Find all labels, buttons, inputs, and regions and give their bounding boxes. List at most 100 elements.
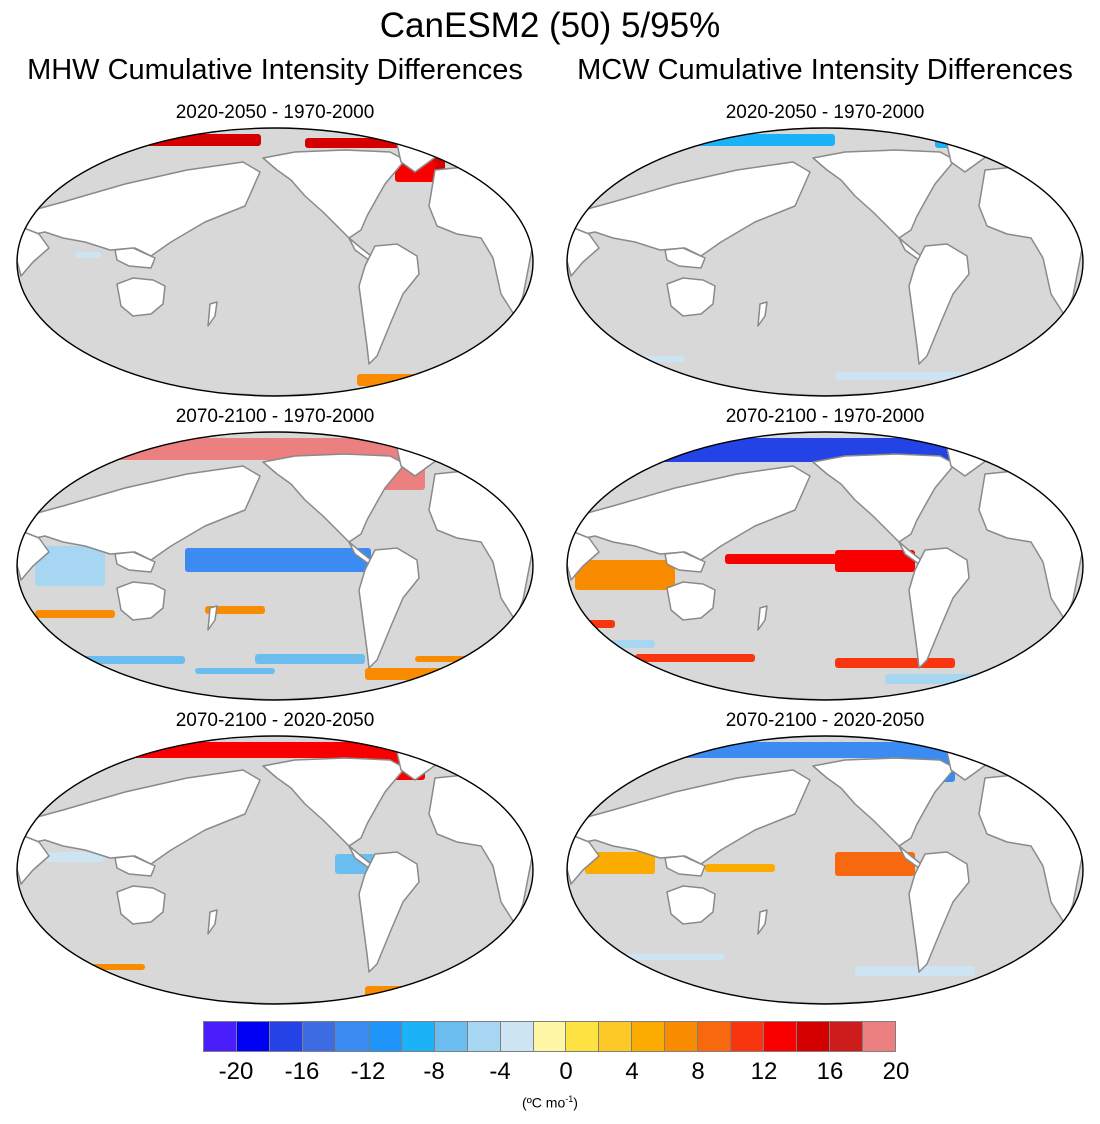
north-america-landmass (812, 757, 956, 847)
map (16, 127, 534, 397)
africa-landmass (567, 529, 600, 581)
colorbar-swatch (434, 1022, 468, 1051)
anomaly-patch (635, 742, 955, 758)
anomaly-patch (835, 372, 975, 380)
maritime-continent-landmass (114, 247, 156, 269)
anomaly-patch (665, 134, 835, 146)
maritime-continent-landmass (114, 551, 156, 573)
colorbar-tick-label: 16 (816, 1058, 844, 1085)
colorbar-swatch (698, 1022, 732, 1051)
anomaly-patch (205, 606, 265, 614)
colorbar-units: (ºC mo-1) (522, 1094, 578, 1111)
north-america-landmass (262, 453, 406, 543)
colorbar-tick-label: -8 (423, 1058, 445, 1085)
new-zealand-landmass (757, 605, 768, 631)
australia-landmass (116, 885, 166, 925)
south-america-landmass (358, 547, 420, 669)
anomaly-patch (855, 966, 975, 976)
map-panel: 2020-2050 - 1970-2000 (555, 102, 1095, 398)
colorbar-tick-label: 4 (625, 1058, 639, 1085)
maritime-continent-landmass (664, 855, 706, 877)
anomaly-patch (101, 134, 261, 146)
anomaly-patch (35, 546, 105, 586)
south-america-landmass (358, 851, 420, 973)
australia-landmass (116, 581, 166, 621)
africa-landmass (17, 225, 50, 277)
anomaly-patch (835, 550, 915, 572)
map-border (16, 735, 534, 1005)
colorbar-swatch (236, 1022, 270, 1051)
anomaly-patch (885, 674, 1005, 684)
colorbar-tick-label: -16 (284, 1058, 320, 1085)
colorbar-swatch (302, 1022, 336, 1051)
anomaly-patch (705, 864, 775, 872)
colorbar-ticks: -20 -16 -12 -8 -4 0 4 8 12 16 20 (203, 1058, 910, 1086)
anomaly-patch (415, 656, 475, 662)
map-border (16, 127, 534, 397)
colorbar-swatch (731, 1022, 765, 1051)
map (16, 735, 534, 1005)
colorbar-tick-label: 20 (882, 1058, 910, 1085)
colorbar-swatch (764, 1022, 798, 1051)
map-panel: 2070-2100 - 1970-2000 (5, 406, 545, 702)
anomaly-patch (35, 610, 115, 618)
south-america-landmass (358, 243, 420, 365)
eurasia-landmass (568, 465, 811, 561)
new-zealand-landmass (207, 605, 218, 631)
colorbar-swatch (830, 1022, 864, 1051)
colorbar-swatch (467, 1022, 501, 1051)
colorbar-tick-label: 12 (750, 1058, 778, 1085)
anomaly-patch (45, 852, 105, 862)
anomaly-patch (835, 852, 915, 876)
colorbar-swatch (401, 1022, 435, 1051)
anomaly-patch (615, 136, 655, 146)
map-border (16, 431, 534, 701)
colorbar-tick-label: 8 (691, 1058, 705, 1085)
anomaly-patch (305, 138, 405, 148)
anomaly-patch (595, 640, 655, 648)
panel-title: 2070-2100 - 1970-2000 (175, 406, 375, 427)
eurasia-landmass (568, 769, 811, 865)
north-america-landmass (262, 757, 406, 847)
colorbar-swatch (533, 1022, 567, 1051)
colorbar-swatch (632, 1022, 666, 1051)
anomaly-patch (35, 964, 145, 970)
map-panel: 2020-2050 - 1970-2000 (5, 102, 545, 398)
australia-landmass (666, 581, 716, 621)
new-zealand-landmass (207, 909, 218, 935)
anomaly-patch (585, 852, 655, 874)
maritime-continent-landmass (664, 551, 706, 573)
map (16, 431, 534, 701)
colorbar-swatch (797, 1022, 831, 1051)
australia-landmass (116, 277, 166, 317)
panel-title: 2070-2100 - 2020-2050 (725, 710, 925, 731)
colorbar-tick-label: -20 (218, 1058, 254, 1085)
map-border (566, 431, 1084, 701)
anomaly-patch (195, 668, 275, 674)
anomaly-patch (285, 556, 365, 570)
new-zealand-landmass (207, 301, 218, 327)
colorbar-swatch (665, 1022, 699, 1051)
right-column-title: MCW Cumulative Intensity Differences (577, 54, 1073, 86)
panel-title: 2020-2050 - 1970-2000 (725, 102, 925, 123)
panel-title: 2020-2050 - 1970-2000 (175, 102, 375, 123)
maritime-continent-landmass (114, 855, 156, 877)
anomaly-patch (365, 986, 445, 998)
maritime-continent-landmass (664, 247, 706, 269)
south-america-landmass (908, 547, 970, 669)
north-america-landmass (262, 149, 406, 239)
anomaly-patch (85, 742, 425, 758)
anomaly-patch (65, 370, 115, 376)
south-america-landmass (908, 851, 970, 973)
panel-title: 2070-2100 - 2020-2050 (175, 710, 375, 731)
eurasia-landmass (18, 769, 261, 865)
eurasia-landmass (18, 161, 261, 257)
colorbar-tick-label: -12 (350, 1058, 386, 1085)
colorbar-tick-label: 0 (559, 1058, 573, 1085)
north-america-landmass (812, 149, 956, 239)
africa-landmass (567, 225, 600, 277)
north-america-landmass (812, 453, 956, 543)
left-column-title: MHW Cumulative Intensity Differences (27, 54, 523, 86)
africa-landmass (17, 529, 50, 581)
anomaly-patch (65, 656, 185, 664)
